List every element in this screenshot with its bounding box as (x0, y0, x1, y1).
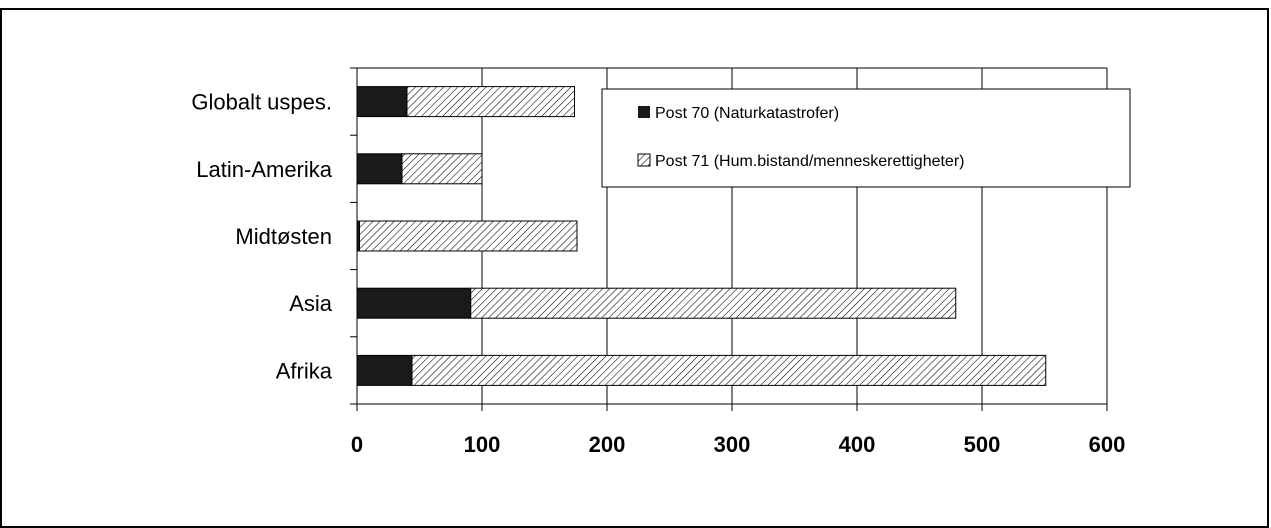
bar-midt-sten-series-1 (359, 220, 578, 252)
x-tick-label-500: 500 (964, 432, 1001, 457)
legend-swatch-post-71 (637, 153, 651, 167)
legend-label-post-70: Post 70 (Naturkatastrofer) (655, 105, 839, 122)
stacked-bar-chart: Afrika Asia Midtøsten Latin-Amerika Globalt … (191, 67, 1131, 457)
bar-afrika-series-1 (411, 354, 1047, 386)
legend-swatch-post-70 (638, 106, 650, 118)
x-tick-label-600: 600 (1089, 432, 1126, 457)
x-tick-label-400: 400 (839, 432, 876, 457)
legend-box (601, 88, 1131, 188)
legend: Post 70 (Naturkatastrofer) Post 71 (Hum.… (601, 88, 1131, 188)
category-label: Midtøsten (235, 224, 332, 249)
x-tick-label-300: 300 (714, 432, 751, 457)
bar-asia-series-1 (470, 287, 957, 319)
bar-latin-amerika-series-0 (356, 153, 403, 185)
category-label: Asia (289, 291, 333, 316)
bar-asia-series-0 (356, 287, 472, 319)
x-tick-label-0: 0 (351, 432, 363, 457)
bars (356, 86, 1047, 386)
category-label: Afrika (276, 358, 333, 383)
category-label: Globalt uspes. (191, 90, 332, 115)
x-tick-label-100: 100 (464, 432, 501, 457)
bar-globalt-uspes--series-0 (356, 86, 408, 118)
x-tick-labels: 0 100 200 300 400 500 600 (351, 432, 1125, 457)
category-labels: Afrika Asia Midtøsten Latin-Amerika Globalt … (191, 90, 332, 384)
bar-afrika-series-0 (356, 354, 413, 386)
x-tick-label-200: 200 (589, 432, 626, 457)
legend-label-post-71: Post 71 (Hum.bistand/menneskerettigheter… (655, 153, 964, 170)
bar-latin-amerika-series-1 (401, 153, 483, 185)
category-label: Latin-Amerika (196, 157, 332, 182)
bar-globalt-uspes--series-1 (406, 86, 575, 118)
